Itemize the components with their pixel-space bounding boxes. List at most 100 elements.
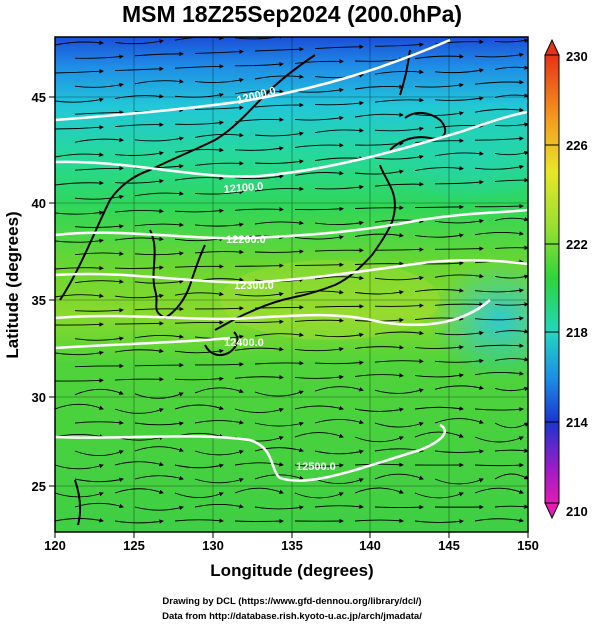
streamline — [354, 169, 404, 175]
streamline — [174, 147, 224, 153]
streamline — [174, 348, 224, 354]
streamline — [234, 375, 284, 380]
contour-label-12200: 12200.0 — [226, 234, 266, 246]
streamline — [415, 28, 463, 31]
sakhalin-coast — [399, 49, 411, 96]
streamline — [374, 154, 424, 160]
streamline — [74, 477, 124, 483]
streamline — [234, 89, 284, 95]
streamline — [414, 345, 464, 350]
streamline — [474, 343, 524, 348]
streamline — [314, 184, 364, 190]
streamline — [494, 422, 528, 429]
streamline — [134, 505, 184, 511]
streamline — [114, 236, 164, 242]
streamline — [254, 220, 304, 226]
streamline — [434, 151, 484, 157]
streamline — [114, 408, 164, 414]
streamline — [174, 492, 224, 499]
streamline — [194, 78, 244, 84]
streamline — [474, 407, 524, 412]
streamline — [314, 44, 364, 50]
streamline — [194, 161, 244, 166]
cool-region-northeast — [380, 95, 528, 205]
streamline — [474, 288, 524, 293]
streamline — [434, 478, 484, 485]
streamline — [194, 222, 244, 227]
streamline — [414, 82, 464, 88]
streamline — [114, 293, 164, 299]
streamline — [294, 492, 344, 499]
streamline — [114, 519, 164, 524]
streamline — [294, 432, 344, 438]
streamline — [114, 178, 164, 184]
streamline — [114, 321, 164, 326]
streamline — [194, 105, 244, 110]
streamline — [234, 518, 284, 524]
credit-data-source: Data from http://database.rish.kyoto-u.a… — [162, 611, 422, 622]
colorbar-bottom-arrow — [544, 502, 560, 520]
contour-label-12400: 12400.0 — [224, 337, 264, 349]
streamline — [354, 436, 404, 443]
streamline — [314, 220, 364, 226]
streamline — [74, 224, 124, 229]
streamline — [294, 405, 344, 411]
streamline — [194, 449, 244, 456]
streamline — [294, 318, 344, 323]
streamline — [374, 422, 424, 428]
streamline — [494, 473, 528, 480]
streamline — [494, 150, 528, 156]
streamline — [55, 350, 104, 356]
streamline — [374, 69, 424, 75]
streamline — [254, 421, 304, 427]
streamline — [114, 94, 164, 100]
x-axis-label: Longitude (degrees) — [210, 561, 373, 580]
contour-label-12500: 12500.0 — [296, 461, 336, 473]
streamline — [294, 206, 344, 212]
streamline — [434, 273, 484, 279]
streamline — [474, 52, 524, 58]
contour-12400b — [55, 336, 231, 350]
streamline — [134, 306, 184, 312]
streamline — [55, 152, 104, 158]
streamline — [314, 332, 364, 338]
streamline — [354, 112, 404, 118]
streamline — [294, 143, 344, 148]
streamline — [374, 388, 424, 394]
streamline — [474, 203, 524, 209]
streamline — [434, 219, 484, 224]
streamline — [434, 68, 484, 74]
streamline — [314, 275, 364, 281]
streamline — [294, 115, 344, 121]
streamline — [254, 74, 304, 80]
streamline — [314, 360, 364, 365]
streamline — [414, 204, 464, 210]
colorbar: 230 226 222 218 214 210 — [544, 38, 588, 520]
streamline — [134, 191, 184, 197]
streamline — [494, 357, 528, 362]
streamline — [414, 288, 464, 293]
streamline — [234, 487, 284, 494]
streamline — [234, 319, 284, 325]
streamline — [134, 79, 184, 85]
streamline — [234, 346, 284, 352]
streamline — [114, 122, 164, 128]
streamline — [414, 166, 464, 172]
china-coast — [59, 54, 316, 301]
streamline — [294, 374, 344, 380]
streamline — [55, 97, 104, 103]
streamline — [434, 358, 484, 364]
streamline — [374, 42, 424, 47]
grid-lines — [55, 37, 528, 532]
streamline — [74, 363, 124, 369]
streamline — [414, 431, 464, 438]
kyushu-coast — [204, 331, 239, 357]
streamline — [254, 474, 304, 480]
streamline — [314, 248, 364, 253]
credit-drawing: Drawing by DCL (https://www.gfd-dennou.o… — [162, 596, 421, 607]
streamline — [414, 111, 464, 116]
streamline — [55, 180, 104, 186]
streamline — [114, 66, 164, 72]
streamline — [114, 151, 164, 156]
streamline — [475, 26, 523, 29]
